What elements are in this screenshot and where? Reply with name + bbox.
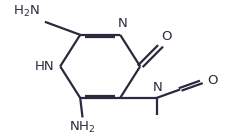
Text: N: N	[118, 17, 127, 30]
Text: NH$_2$: NH$_2$	[69, 120, 96, 135]
Text: N: N	[153, 81, 163, 94]
Text: HN: HN	[35, 60, 54, 73]
Text: O: O	[207, 74, 218, 87]
Text: H$_2$N: H$_2$N	[13, 4, 40, 19]
Text: O: O	[161, 30, 172, 43]
